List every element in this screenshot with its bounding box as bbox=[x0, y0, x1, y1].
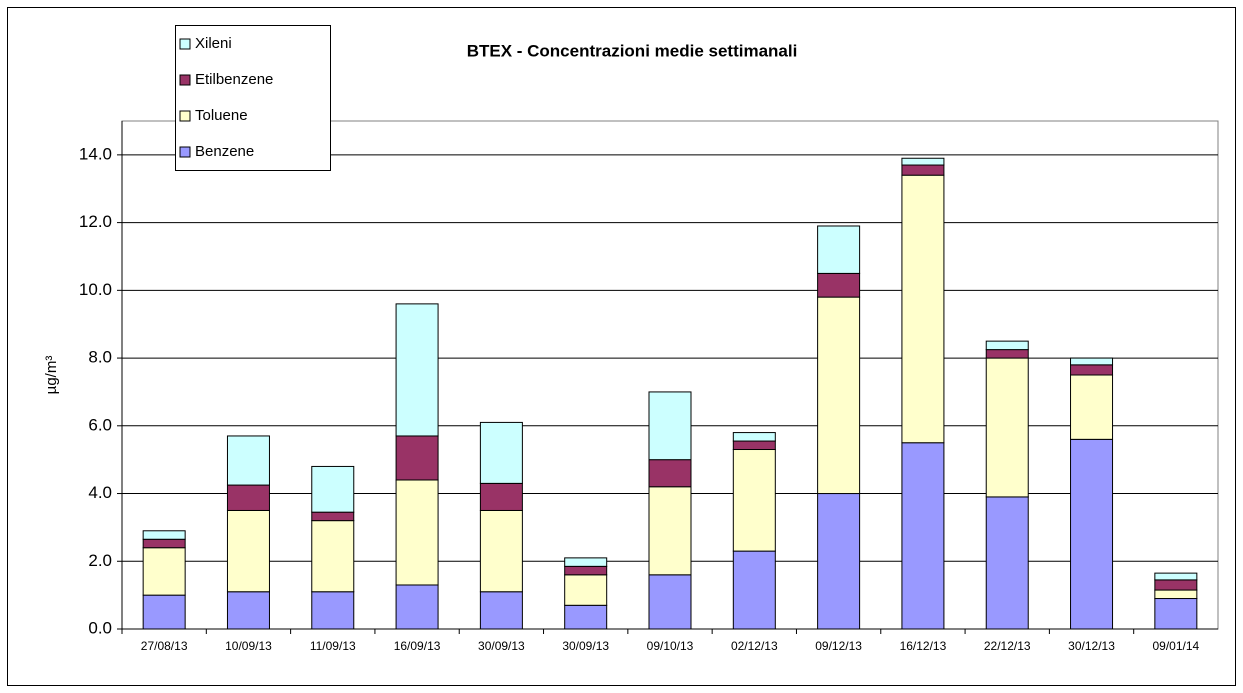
bar-segment bbox=[479, 509, 523, 593]
y-tick-label: 4.0 bbox=[88, 483, 112, 502]
bar-segment bbox=[564, 557, 608, 567]
bar-segment bbox=[648, 459, 692, 488]
bar-segment bbox=[817, 493, 861, 630]
bar-segment bbox=[901, 164, 945, 176]
chart-title: BTEX - Concentrazioni medie settimanali bbox=[467, 41, 798, 60]
bar-segment bbox=[901, 442, 945, 630]
bar-segment bbox=[142, 538, 186, 549]
bar-segment bbox=[226, 484, 270, 511]
bar-segment bbox=[479, 591, 523, 630]
bar-segment bbox=[311, 465, 355, 513]
bar-segment bbox=[311, 520, 355, 593]
bar-segment bbox=[1070, 438, 1114, 630]
x-tick-label: 30/09/13 bbox=[478, 639, 525, 653]
x-tick-label: 09/10/13 bbox=[647, 639, 694, 653]
legend-swatch bbox=[179, 146, 191, 158]
legend-label: Xileni bbox=[195, 35, 232, 52]
bar-segment bbox=[226, 435, 270, 486]
bar-segment bbox=[817, 272, 861, 298]
bar-segment bbox=[901, 157, 945, 166]
x-tick-label: 30/12/13 bbox=[1068, 639, 1115, 653]
x-tick-label: 09/12/13 bbox=[815, 639, 862, 653]
bar-segment bbox=[142, 594, 186, 630]
bar-segment bbox=[901, 174, 945, 444]
bar-segment bbox=[817, 296, 861, 495]
x-tick-label: 22/12/13 bbox=[984, 639, 1031, 653]
legend-swatch bbox=[179, 74, 191, 86]
legend-swatch bbox=[179, 38, 191, 50]
y-tick-label: 8.0 bbox=[88, 348, 112, 367]
legend-swatch bbox=[179, 110, 191, 122]
y-tick-label: 10.0 bbox=[79, 280, 112, 299]
bar-segment bbox=[1154, 589, 1198, 600]
bar-segment bbox=[1070, 364, 1114, 376]
legend-label: Etilbenzene bbox=[195, 71, 273, 88]
bar-segment bbox=[732, 440, 776, 451]
bar-segment bbox=[395, 435, 439, 481]
y-tick-label: 12.0 bbox=[79, 212, 112, 231]
bar-segment bbox=[564, 604, 608, 630]
bar-segment bbox=[1154, 572, 1198, 581]
x-tick-label: 16/12/13 bbox=[900, 639, 947, 653]
bar-segment bbox=[395, 584, 439, 630]
x-tick-label: 02/12/13 bbox=[731, 639, 778, 653]
bar-segment bbox=[395, 479, 439, 586]
bar-segment bbox=[732, 449, 776, 552]
bar-segment bbox=[985, 496, 1029, 630]
bar-segment bbox=[985, 340, 1029, 351]
bar-segment bbox=[311, 591, 355, 630]
y-axis-label: µg/m³ bbox=[43, 356, 60, 395]
bar-segment bbox=[142, 547, 186, 596]
legend-box bbox=[175, 25, 331, 171]
bar-segment bbox=[564, 565, 608, 576]
bar-segment bbox=[732, 432, 776, 442]
bar-segment bbox=[648, 486, 692, 576]
bar-segment bbox=[479, 421, 523, 484]
bar-segment bbox=[1154, 598, 1198, 630]
bar-segment bbox=[985, 349, 1029, 359]
bar-segment bbox=[226, 509, 270, 593]
x-tick-label: 27/08/13 bbox=[141, 639, 188, 653]
x-tick-label: 10/09/13 bbox=[225, 639, 272, 653]
y-tick-label: 6.0 bbox=[88, 415, 112, 434]
bar-segment bbox=[311, 511, 355, 522]
y-tick-label: 0.0 bbox=[88, 618, 112, 637]
bar-segment bbox=[985, 357, 1029, 498]
bar-segment bbox=[817, 225, 861, 274]
legend-label: Toluene bbox=[195, 107, 248, 124]
x-tick-label: 09/01/14 bbox=[1152, 639, 1199, 653]
legend-label: Benzene bbox=[195, 143, 254, 160]
bar-segment bbox=[1070, 374, 1114, 440]
bar-segment bbox=[1070, 357, 1114, 366]
bar-segment bbox=[479, 482, 523, 511]
bar-segment bbox=[648, 391, 692, 461]
bar-segment bbox=[564, 574, 608, 606]
bar-segment bbox=[142, 530, 186, 540]
bar-segment bbox=[395, 303, 439, 437]
bar-segment bbox=[732, 550, 776, 630]
bar-segment bbox=[1154, 579, 1198, 591]
x-tick-label: 16/09/13 bbox=[394, 639, 441, 653]
bar-segment bbox=[648, 574, 692, 630]
y-tick-label: 2.0 bbox=[88, 551, 112, 570]
x-tick-label: 11/09/13 bbox=[310, 639, 356, 653]
x-tick-label: 30/09/13 bbox=[562, 639, 609, 653]
y-tick-label: 14.0 bbox=[79, 144, 112, 163]
bar-segment bbox=[226, 591, 270, 630]
